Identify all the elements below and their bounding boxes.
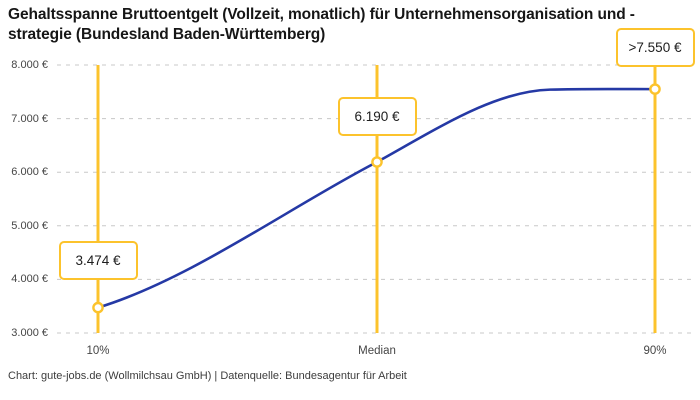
x-axis-label-90%: 90% <box>643 345 667 357</box>
data-point-90% <box>649 83 661 95</box>
value-label-median: 6.190 € <box>337 97 417 136</box>
x-axis-label-Median: Median <box>358 345 396 357</box>
y-axis-tick-label: 3.000 € <box>11 327 48 339</box>
data-point-Median <box>371 156 383 168</box>
data-point-10% <box>92 301 104 314</box>
chart-source: Chart: gute-jobs.de (Wollmilchsau GmbH) … <box>8 370 407 382</box>
y-axis-tick-label: 5.000 € <box>11 219 48 232</box>
value-label-10pct: 3.474 € <box>58 241 138 280</box>
y-axis-tick-label: 4.000 € <box>11 273 48 286</box>
chart-title: Gehaltsspanne Bruttoentgelt (Vollzeit, m… <box>8 6 635 44</box>
y-axis-tick-label: 7.000 € <box>11 112 48 125</box>
value-label-90pct: >7.550 € <box>615 28 695 67</box>
x-axis-label-10%: 10% <box>86 345 110 357</box>
salary-curve <box>96 87 657 309</box>
y-axis-tick-label: 6.000 € <box>11 166 48 179</box>
y-axis-tick-label: 8.000 € <box>11 59 48 71</box>
